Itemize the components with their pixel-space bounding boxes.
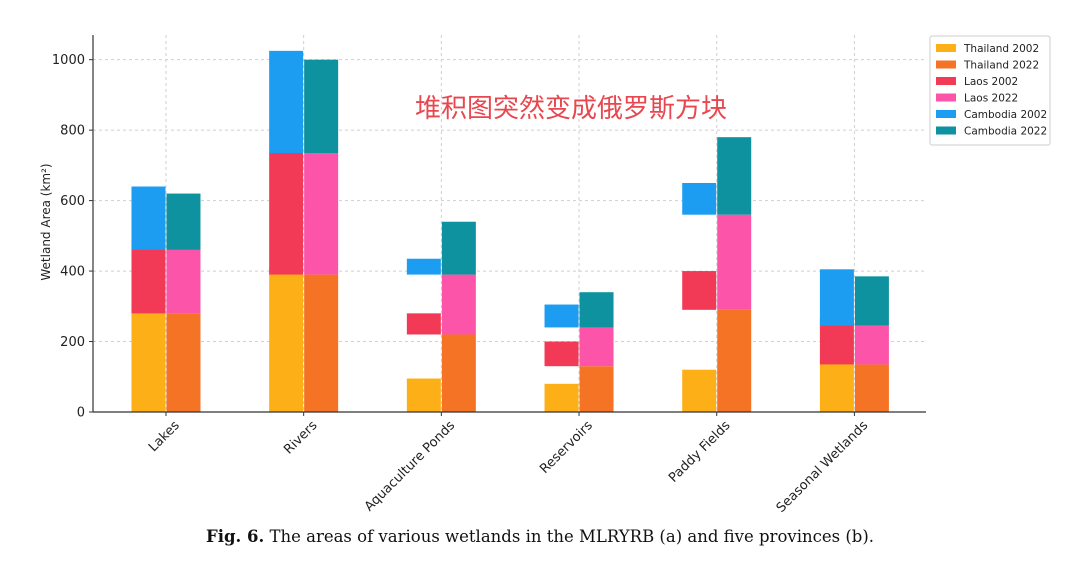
caption-label: Fig. 6. bbox=[205, 527, 265, 546]
bar bbox=[406, 258, 441, 275]
x-tick-label: Reservoirs bbox=[537, 418, 596, 477]
legend-entry: Laos 2002 bbox=[964, 76, 1018, 88]
bar bbox=[269, 50, 304, 154]
bar bbox=[131, 299, 166, 412]
y-tick-label: 400 bbox=[60, 265, 85, 280]
legend-swatch bbox=[936, 60, 956, 69]
bar bbox=[819, 269, 854, 326]
bar bbox=[544, 304, 579, 328]
bar bbox=[131, 186, 166, 250]
legend-entry: Thailand 2022 bbox=[963, 60, 1039, 72]
y-axis-label: Wetland Area (km²) bbox=[39, 163, 53, 280]
bar bbox=[854, 325, 889, 365]
bar bbox=[269, 267, 304, 412]
bar bbox=[406, 313, 441, 335]
bar bbox=[166, 249, 201, 314]
bar bbox=[441, 221, 476, 275]
legend-swatch bbox=[936, 93, 956, 102]
bar bbox=[304, 153, 339, 275]
bar bbox=[441, 274, 476, 335]
bar bbox=[166, 313, 201, 412]
bar bbox=[819, 318, 854, 365]
x-tick-label: Aquaculture Ponds bbox=[362, 418, 458, 514]
legend-swatch bbox=[936, 77, 956, 85]
x-tick-label: Seasonal Wetlands bbox=[774, 418, 872, 516]
y-tick-label: 200 bbox=[60, 335, 85, 350]
bar bbox=[819, 359, 854, 412]
bar bbox=[717, 309, 752, 412]
bar bbox=[854, 276, 889, 326]
bar bbox=[579, 366, 614, 412]
legend-box bbox=[929, 35, 1051, 146]
x-tick-label: Lakes bbox=[146, 418, 183, 455]
bar bbox=[304, 274, 339, 412]
bar bbox=[544, 383, 579, 412]
bars bbox=[131, 50, 889, 412]
bar bbox=[579, 327, 614, 367]
bar bbox=[304, 59, 339, 154]
legend-entry: Laos 2022 bbox=[964, 93, 1018, 105]
bar bbox=[854, 364, 889, 412]
legend-entry: Cambodia 2022 bbox=[964, 126, 1047, 138]
y-tick-label: 1000 bbox=[52, 53, 85, 68]
bar bbox=[682, 182, 717, 215]
figure-caption: Fig. 6. The areas of various wetlands in… bbox=[0, 527, 1080, 546]
legend-swatch bbox=[936, 110, 956, 118]
chart: 0 200 400 600 800 1000 Lakes Rivers Aquaculture… bbox=[39, 35, 1051, 516]
bar bbox=[579, 292, 614, 328]
x-tick-label: Paddy Fields bbox=[666, 418, 734, 486]
y-tick-label: 600 bbox=[60, 194, 85, 209]
bar bbox=[717, 137, 752, 215]
legend-entry: Cambodia 2002 bbox=[964, 109, 1047, 121]
legend-swatch bbox=[936, 126, 956, 135]
bar bbox=[441, 334, 476, 412]
y-ticks: 0 200 400 600 800 1000 bbox=[52, 53, 93, 421]
x-tick-label: Rivers bbox=[281, 418, 320, 457]
axes bbox=[92, 35, 926, 413]
legend: Thailand 2002 Thailand 2022 Laos 2002 Laos … bbox=[929, 35, 1051, 146]
bar bbox=[682, 369, 717, 412]
caption-text: The areas of various wetlands in the MLR… bbox=[269, 527, 875, 546]
chart-annotation: 堆积图突然变成俄罗斯方块 bbox=[415, 94, 727, 124]
bar bbox=[544, 341, 579, 367]
bar bbox=[269, 151, 304, 275]
legend-swatch bbox=[936, 44, 956, 52]
bar bbox=[166, 193, 201, 250]
bar bbox=[717, 214, 752, 310]
y-tick-label: 0 bbox=[77, 406, 85, 421]
bar bbox=[131, 239, 166, 314]
bar bbox=[406, 378, 441, 412]
grid-lines bbox=[93, 35, 926, 413]
x-ticks: Lakes Rivers Aquaculture Ponds Reservoirs Pa… bbox=[146, 412, 871, 516]
y-tick-label: 800 bbox=[60, 124, 85, 139]
legend-entry: Thailand 2002 bbox=[963, 43, 1039, 55]
bar bbox=[682, 271, 717, 310]
